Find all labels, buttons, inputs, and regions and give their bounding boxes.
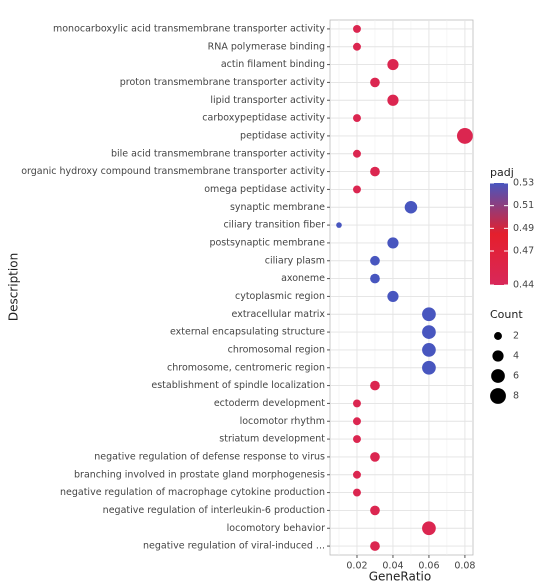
dot: [387, 94, 399, 106]
y-tick-label: proton transmembrane transporter activit…: [120, 77, 326, 88]
y-tick-label: ciliary plasm: [265, 255, 325, 266]
dot: [387, 237, 399, 249]
dot: [422, 343, 436, 357]
dot: [404, 200, 418, 214]
dot: [422, 325, 436, 339]
y-tick-label: monocarboxylic acid transmembrane transp…: [53, 23, 325, 34]
color-legend-label: 0.47: [513, 246, 534, 257]
dot: [422, 307, 436, 322]
dot: [370, 77, 380, 88]
y-tick-label: omega peptidase activity: [204, 184, 325, 195]
y-tick-label: striatum development: [219, 434, 325, 445]
dot: [456, 127, 473, 144]
color-legend-title: padj: [490, 166, 514, 179]
y-tick-label: peptidase activity: [240, 130, 325, 141]
dot: [353, 417, 361, 426]
dot: [353, 435, 361, 444]
size-legend-label: 6: [513, 371, 519, 382]
dot: [370, 452, 380, 462]
dot: [353, 470, 361, 479]
dot: [353, 185, 361, 194]
dot: [370, 255, 380, 266]
y-tick-label: cytoplasmic region: [235, 291, 325, 302]
dot: [353, 24, 361, 33]
y-tick-label: chromosome, centromeric region: [167, 362, 325, 373]
dot: [370, 505, 380, 516]
y-tick-label: extracellular matrix: [232, 309, 326, 320]
y-tick-label: external encapsulating structure: [170, 327, 325, 338]
dot: [387, 58, 399, 71]
size-legend-dot: [492, 350, 504, 362]
dot: [353, 149, 361, 158]
y-tick-label: negative regulation of defense response …: [94, 451, 325, 462]
x-tick-label: 0.06: [418, 561, 439, 572]
y-tick-label: RNA polymerase binding: [208, 41, 325, 52]
dot: [353, 42, 361, 51]
y-axis-title: Description: [7, 253, 21, 321]
x-tick-label: 0.04: [382, 561, 403, 572]
size-legend-dot: [490, 388, 506, 404]
size-legend-title: Count: [490, 308, 523, 321]
y-tick-label: axoneme: [281, 273, 325, 284]
color-legend-label: 0.53: [513, 178, 534, 189]
color-legend-label: 0.51: [513, 200, 534, 211]
y-tick-label: lipid transporter activity: [210, 95, 325, 106]
color-legend-label: 0.44: [513, 280, 534, 291]
y-tick-label: locomotor rhythm: [240, 416, 325, 427]
x-axis-title: GeneRatio: [369, 570, 431, 584]
y-tick-label: ciliary transition fiber: [223, 220, 325, 231]
color-legend-label: 0.49: [513, 223, 534, 234]
size-legend-dot: [491, 369, 505, 383]
dot: [370, 273, 380, 284]
dot: [370, 380, 380, 391]
dot: [422, 521, 436, 536]
y-tick-label: postsynaptic membrane: [209, 237, 325, 248]
y-tick-label: ectoderm development: [214, 398, 325, 409]
y-tick-label: negative regulation of interleukin-6 pro…: [103, 505, 325, 516]
y-tick-label: negative regulation of viral-induced ...: [143, 541, 325, 552]
size-legend-label: 2: [513, 331, 519, 342]
y-tick-label: actin filament binding: [221, 59, 325, 70]
plot-background: [329, 19, 474, 556]
y-tick-label: bile acid transmembrane transporter acti…: [111, 148, 325, 159]
x-tick-label: 0.08: [454, 561, 475, 572]
dot: [353, 488, 361, 497]
y-tick-label: negative regulation of macrophage cytoki…: [60, 487, 325, 498]
y-tick-label: carboxypeptidase activity: [202, 113, 325, 124]
dot: [387, 290, 399, 303]
size-legend-label: 8: [513, 391, 519, 402]
y-tick-label: synaptic membrane: [230, 202, 325, 213]
size-legend-label: 4: [513, 351, 519, 362]
dot: [370, 166, 380, 177]
dot: [370, 541, 380, 551]
color-bar: [490, 183, 508, 285]
x-tick-label: 0.02: [346, 561, 367, 572]
y-tick-label: organic hydroxy compound transmembrane t…: [21, 166, 325, 177]
y-tick-label: establishment of spindle localization: [151, 380, 325, 391]
size-legend-dot: [494, 332, 502, 340]
dot: [336, 222, 342, 228]
dot: [353, 399, 361, 408]
y-tick-label: locomotory behavior: [227, 523, 325, 534]
y-tick-label: branching involved in prostate gland mor…: [74, 469, 325, 480]
y-tick-label: chromosomal region: [228, 344, 325, 355]
dot: [353, 114, 361, 123]
dot: [422, 360, 436, 375]
